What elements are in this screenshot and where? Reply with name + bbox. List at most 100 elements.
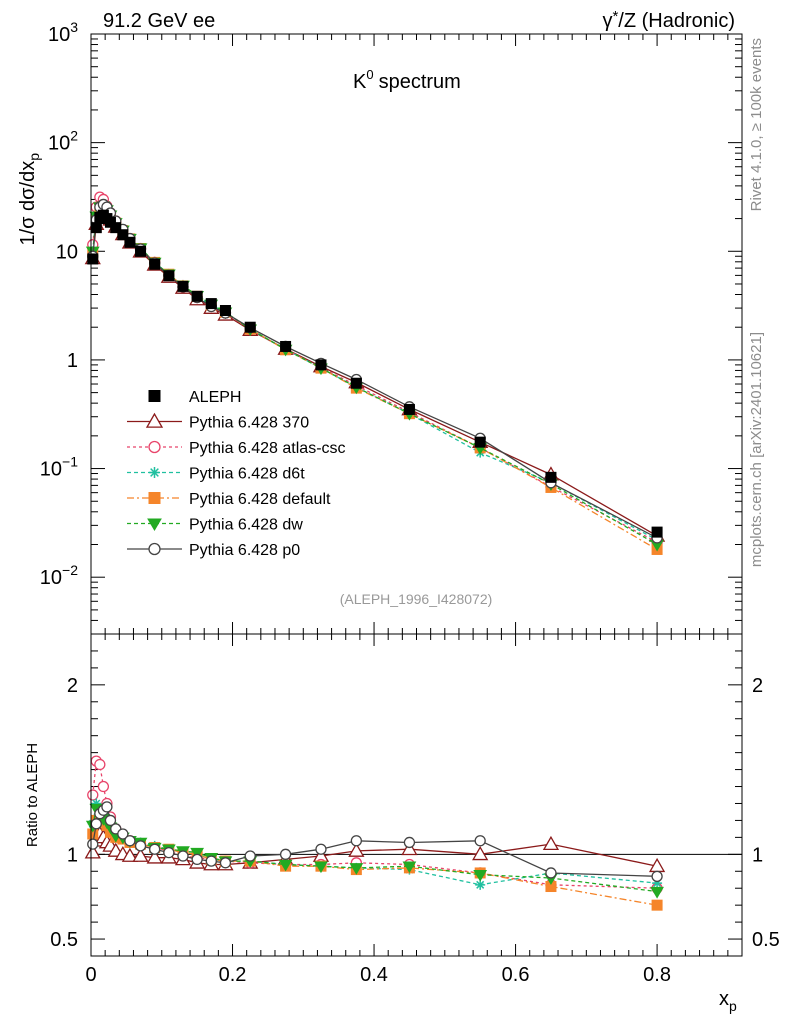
main-y-tick-exp: −2	[62, 562, 78, 578]
main-line-pythia-6-428-default	[92, 206, 658, 551]
main-point-aleph	[315, 359, 327, 371]
main-point-aleph	[205, 298, 217, 310]
ratio-y-axis-label: Ratio to ALEPH	[24, 743, 41, 847]
ratio-y-tick-label-left: 0.5	[50, 929, 78, 951]
ratio-point-pythia-6-428-370	[542, 835, 560, 851]
ratio-point-pythia-6-428-370	[472, 846, 489, 861]
ratio-point-pythia-6-428-p0	[124, 835, 136, 847]
main-point-aleph	[244, 321, 256, 333]
ratio-line-pythia-6-428-default	[92, 816, 658, 906]
main-point-aleph	[403, 403, 415, 415]
ratio-point-pythia-6-428-p0	[205, 855, 217, 867]
main-point-aleph	[110, 222, 122, 234]
legend-marker-aleph	[148, 390, 161, 402]
ratio-point-pythia-6-428-p0	[177, 850, 189, 862]
ratio-point-pythia-6-428-p0	[90, 818, 102, 830]
ratio-series-pythia-6-428-370	[84, 825, 666, 873]
ratio-point-pythia-6-428-atlas-csc	[87, 789, 99, 801]
ratio-point-pythia-6-428-p0	[279, 848, 292, 860]
x-tick-label: 0.8	[643, 964, 671, 986]
ratio-point-pythia-6-428-dw	[473, 869, 488, 882]
ratio-point-pythia-6-428-p0	[315, 843, 327, 855]
x-axis-label-sub: p	[729, 998, 737, 1014]
ratio-point-pythia-6-428-dw	[190, 847, 205, 860]
ratio-point-pythia-6-428-default	[651, 899, 663, 911]
ratio-line-pythia-6-428-d6t	[92, 801, 658, 886]
chart-title-sup: 0	[366, 67, 373, 82]
ratio-point-pythia-6-428-p0	[403, 836, 416, 849]
legend-marker-pythia-6-428-atlas-csc	[148, 440, 161, 454]
side-label-bottom: mcplots.cern.ch [arXiv:2401.10621]	[748, 332, 765, 567]
main-point-aleph	[177, 280, 189, 292]
ratio-point-pythia-6-428-p0	[87, 838, 99, 850]
legend-label-pythia-6-428-atlas-csc: Pythia 6.428 atlas-csc	[189, 440, 346, 457]
main-y-axis-label: 1/σ dσ/dxp	[17, 153, 42, 246]
main-y-tick-base: 10	[48, 133, 70, 155]
main-point-aleph	[545, 471, 557, 483]
x-axis-label-text: x	[719, 988, 729, 1010]
ratio-point-pythia-6-428-d6t	[475, 879, 486, 890]
legend-label-pythia-6-428-370: Pythia 6.428 370	[189, 415, 309, 432]
ratio-point-pythia-6-428-dw	[402, 861, 417, 874]
x-tick-label: 0	[85, 964, 96, 986]
main-point-aleph	[280, 340, 292, 352]
main-y-tick-base: 1	[67, 350, 78, 372]
ratio-point-pythia-6-428-p0	[219, 857, 232, 869]
ratio-y-tick-labels: 2 2 1 1 0.5 0.5	[50, 675, 780, 951]
legend-item-pythia-6-428-default: Pythia 6.428 default	[127, 491, 331, 508]
ratio-point-pythia-6-428-p0	[104, 814, 117, 827]
legend-item-pythia-6-428-atlas-csc: Pythia 6.428 atlas-csc	[127, 440, 346, 457]
ratio-point-pythia-6-428-d6t	[652, 878, 663, 889]
main-y-tick-label: 102	[48, 128, 78, 155]
x-tick-label: 0.6	[502, 964, 530, 986]
ratio-point-pythia-6-428-370	[401, 840, 418, 856]
ratio-point-pythia-6-428-atlas-csc	[97, 780, 110, 793]
main-series-aleph	[87, 209, 663, 538]
main-series-pythia-6-428-d6t	[87, 200, 663, 545]
main-point-aleph	[117, 229, 129, 241]
x-axis-label: xp	[719, 988, 737, 1014]
main-point-aleph	[149, 258, 161, 270]
ratio-point-pythia-6-428-p0	[651, 870, 663, 882]
legend-label-pythia-6-428-default: Pythia 6.428 default	[189, 491, 331, 508]
main-point-aleph	[219, 305, 231, 317]
ratio-frame	[90, 633, 743, 957]
chart-title: K0 spectrum	[353, 67, 461, 93]
ratio-point-pythia-6-428-atlas-csc	[94, 758, 106, 771]
ratio-point-pythia-6-428-p0	[163, 846, 175, 859]
main-line-pythia-6-428-p0	[92, 203, 658, 539]
main-y-tick-base: 10	[48, 24, 70, 46]
analysis-annotation: (ALEPH_1996_I428072)	[340, 591, 493, 607]
chart-title-text: spectrum	[379, 71, 461, 93]
main-y-tick-label: 10−1	[40, 454, 78, 481]
main-point-aleph	[135, 245, 147, 257]
ratio-series-pythia-6-428-atlas-csc	[87, 755, 663, 894]
legend-marker-pythia-6-428-dw	[147, 518, 162, 531]
ratio-line-pythia-6-428-atlas-csc	[92, 759, 658, 889]
legend-item-pythia-6-428-d6t: Pythia 6.428 d6t	[127, 466, 305, 483]
main-y-tick-label: 1	[67, 350, 78, 372]
ratio-point-pythia-6-428-370	[132, 847, 149, 862]
ratio-point-pythia-6-428-370	[146, 849, 163, 864]
ratio-y-tick-label-left: 2	[67, 675, 78, 697]
main-point-aleph	[474, 436, 486, 448]
main-point-aleph	[350, 377, 362, 389]
ratio-x-tick-labels: 0 0.2 0.4 0.6 0.8	[85, 964, 671, 986]
main-series-pythia-6-428-p0	[87, 198, 663, 544]
ratio-y-tick-label-right: 1	[752, 844, 763, 866]
main-line-pythia-6-428-dw	[92, 205, 658, 546]
ratio-line-pythia-6-428-p0	[92, 805, 658, 877]
header-left: 91.2 GeV ee	[103, 10, 215, 32]
side-label-top: Rivet 4.1.0, ≥ 100k events	[748, 38, 765, 211]
main-line-pythia-6-428-d6t	[92, 204, 658, 541]
ratio-point-pythia-6-428-p0	[101, 801, 113, 813]
legend-label-pythia-6-428-d6t: Pythia 6.428 d6t	[189, 466, 305, 483]
main-y-tick-exp: −1	[62, 454, 78, 470]
legend-marker-pythia-6-428-default	[148, 492, 161, 504]
ratio-panel: 2 21 10.5 0.5 0 0.2 0.4 0.6 0.8 Ratio to ALEPH …	[24, 633, 780, 1014]
ratio-point-pythia-6-428-370	[84, 844, 101, 859]
legend: ALEPH Pythia 6.428 370 Pythia 6.428 atlas-…	[127, 389, 346, 559]
